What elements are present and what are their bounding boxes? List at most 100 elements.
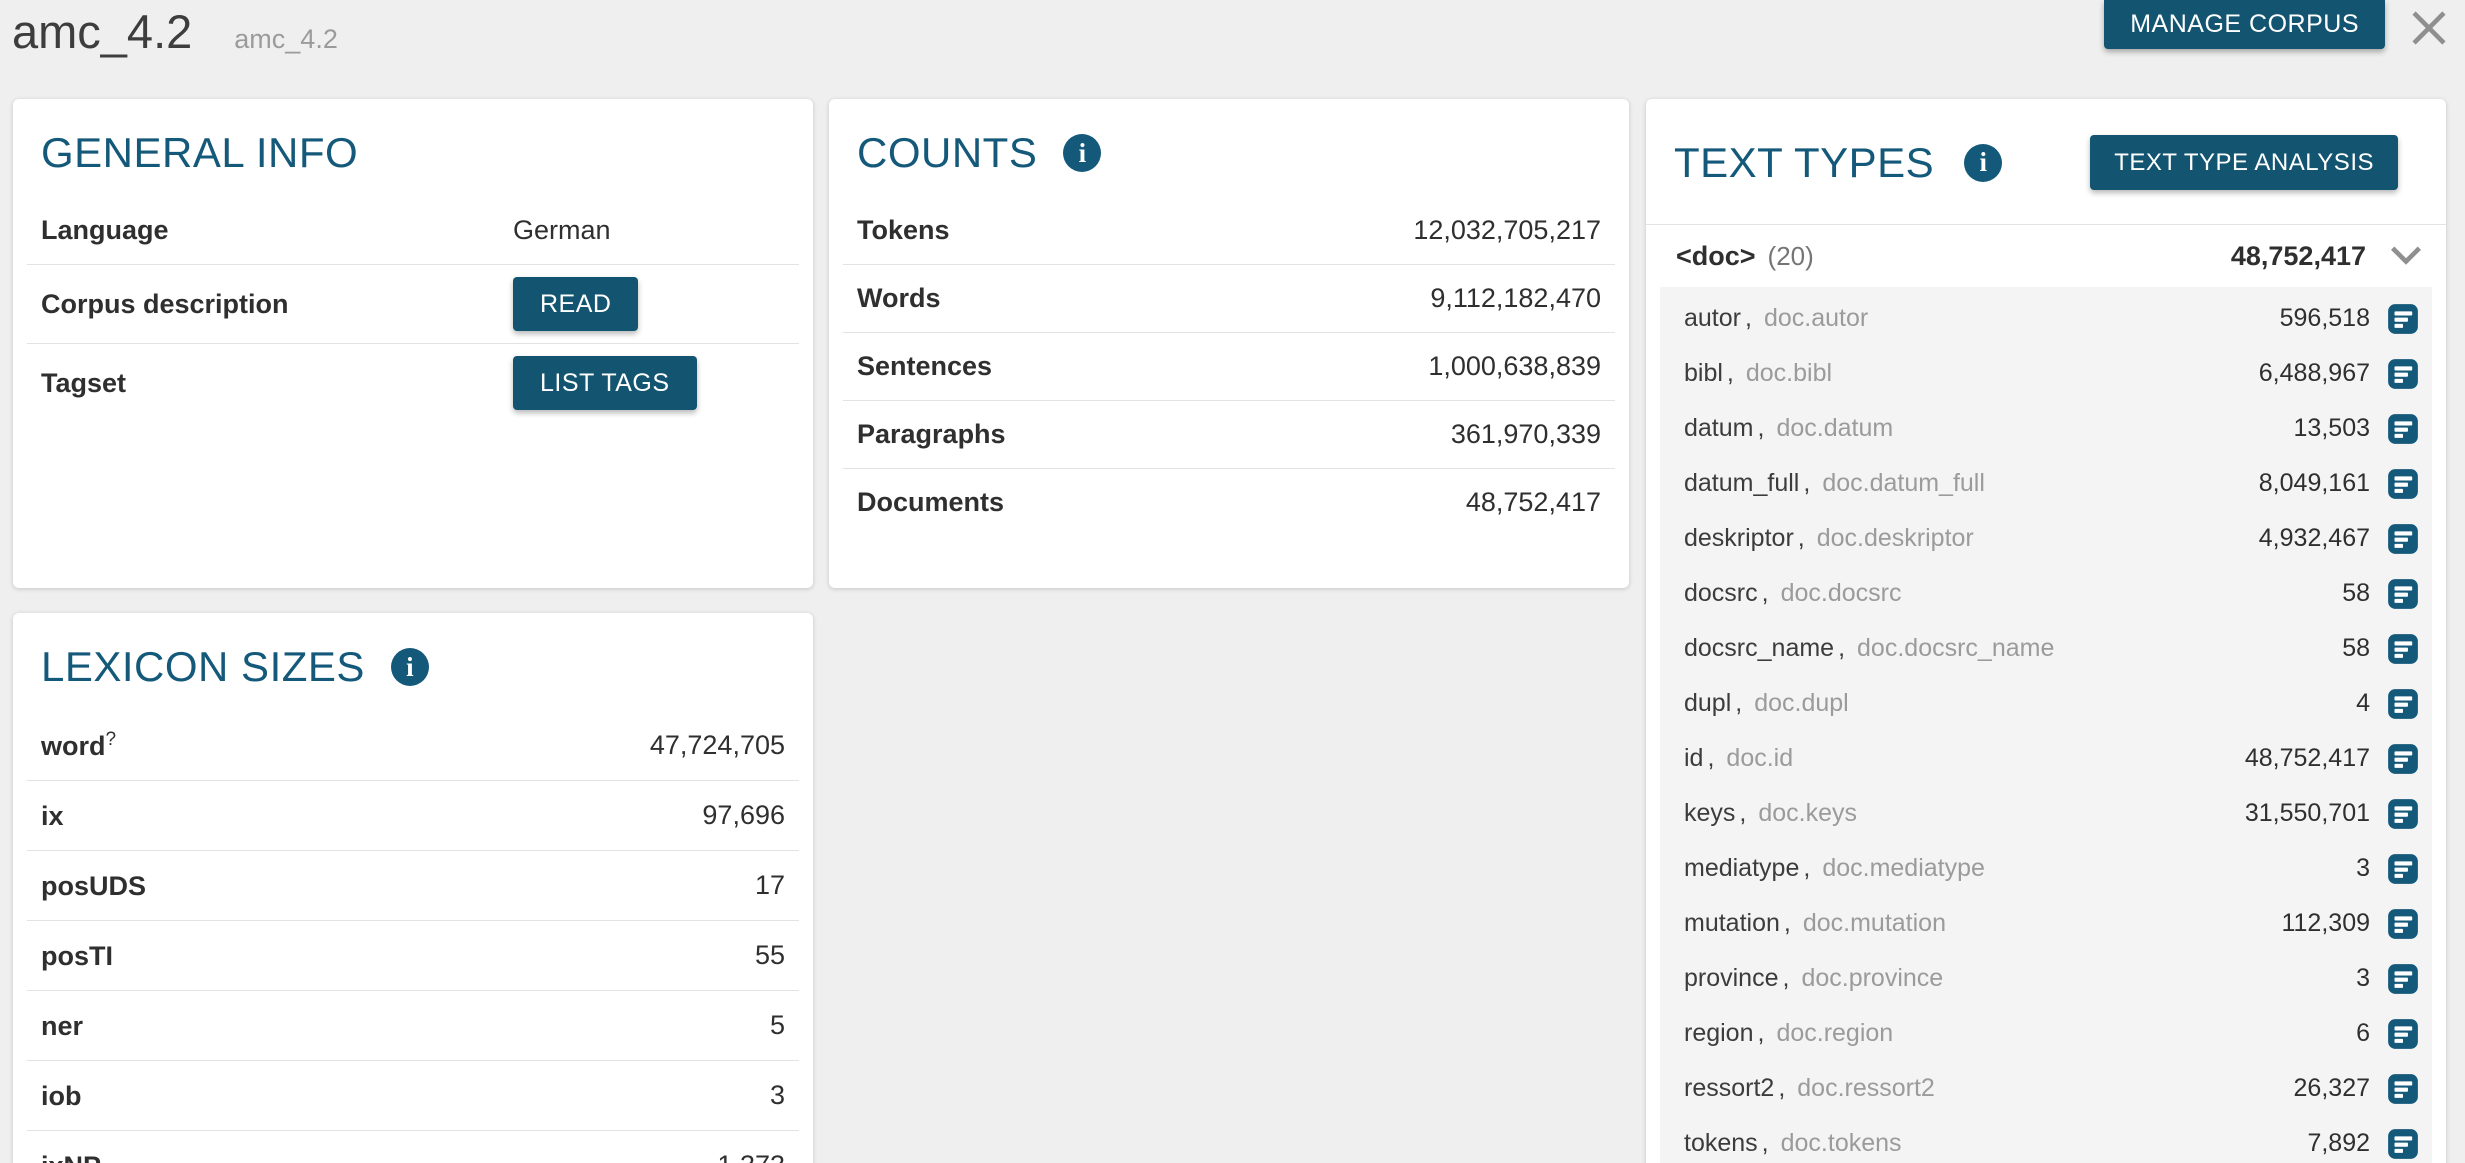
count-value: 9,112,182,470	[1430, 283, 1601, 313]
attribute-separator: ,	[1797, 524, 1805, 552]
attribute-value-count: 6	[2356, 1019, 2370, 1047]
attribute-separator: ,	[1778, 1074, 1786, 1102]
attribute-value-count: 3	[2356, 964, 2370, 992]
counts-row: Documents 48,752,417	[843, 468, 1615, 536]
wordlist-icon[interactable]	[2386, 1072, 2420, 1106]
wordlist-icon[interactable]	[2386, 1127, 2420, 1161]
language-row: Language German	[27, 197, 799, 264]
attribute-separator: ,	[1707, 744, 1715, 772]
count-value: 1,000,638,839	[1428, 351, 1601, 381]
count-value: 361,970,339	[1450, 419, 1601, 449]
lexicon-attribute-label: word?	[41, 729, 117, 761]
attribute-full-name: doc.bibl	[1745, 359, 1833, 387]
wordlist-icon[interactable]	[2386, 852, 2420, 886]
text-type-attribute-list: autor , doc.autor 596,518 bibl , doc.bib…	[1660, 287, 2432, 1163]
attribute-name: id	[1684, 744, 1704, 772]
top-bar: amc_4.2 amc_4.2 MANAGE CORPUS	[0, 0, 2465, 64]
doc-structure-row[interactable]: <doc> (20) 48,752,417	[1646, 224, 2446, 287]
attribute-full-name: doc.mediatype	[1822, 854, 1985, 882]
info-icon[interactable]: i	[1063, 134, 1102, 172]
wordlist-icon[interactable]	[2386, 357, 2420, 391]
attribute-separator: ,	[1761, 579, 1769, 607]
counts-title: COUNTS	[857, 129, 1038, 176]
text-type-analysis-button[interactable]: TEXT TYPE ANALYSIS	[2090, 135, 2398, 190]
wordlist-icon[interactable]	[2386, 962, 2420, 996]
attribute-separator: ,	[1735, 689, 1743, 717]
info-icon[interactable]: i	[1964, 143, 2003, 182]
attribute-name: docsrc	[1684, 579, 1758, 607]
language-value: German	[513, 215, 611, 245]
text-type-row: dupl , doc.dupl 4	[1660, 676, 2432, 731]
lexicon-sizes-title: LEXICON SIZES	[41, 643, 365, 690]
attribute-name: region	[1684, 1019, 1754, 1047]
text-types-panel: TEXT TYPES i TEXT TYPE ANALYSIS <doc> (2…	[1646, 99, 2446, 1163]
lexicon-attribute-value: 1,373	[717, 1150, 785, 1163]
attribute-name: keys	[1684, 799, 1736, 827]
lexicon-row: word? 47,724,705	[27, 711, 799, 780]
info-icon[interactable]: i	[390, 648, 429, 686]
attribute-value-count: 26,327	[2293, 1074, 2370, 1102]
attribute-separator: ,	[1757, 1019, 1765, 1047]
lexicon-attribute-label: posUDS	[41, 871, 147, 901]
lexicon-sizes-panel: LEXICON SIZES i word? 47,724,705 ix 97,6…	[13, 613, 813, 1163]
manage-corpus-button[interactable]: MANAGE CORPUS	[2104, 0, 2385, 49]
lexicon-row: ner 5	[27, 990, 799, 1060]
wordlist-icon[interactable]	[2386, 467, 2420, 501]
lexicon-attribute-label: ner	[41, 1011, 84, 1041]
wordlist-icon[interactable]	[2386, 797, 2420, 831]
attribute-full-name: doc.mutation	[1802, 909, 1946, 937]
wordlist-icon[interactable]	[2386, 907, 2420, 941]
lexicon-attribute-label: ix	[41, 801, 64, 831]
attribute-separator: ,	[1757, 414, 1765, 442]
attribute-full-name: doc.docsrc_name	[1857, 634, 2055, 662]
counts-row: Words 9,112,182,470	[843, 264, 1615, 332]
attribute-value-count: 6,488,967	[2258, 359, 2370, 387]
doc-tag: <doc>	[1676, 240, 1756, 271]
attribute-separator: ,	[1739, 799, 1747, 827]
attribute-separator: ,	[1783, 909, 1791, 937]
attribute-separator: ,	[1803, 854, 1811, 882]
text-type-row: datum , doc.datum 13,503	[1660, 401, 2432, 456]
attribute-separator: ,	[1838, 634, 1846, 662]
attribute-full-name: doc.keys	[1758, 799, 1858, 827]
attribute-full-name: doc.dupl	[1754, 689, 1849, 717]
attribute-name: tokens	[1684, 1129, 1758, 1157]
attribute-name: autor	[1684, 304, 1741, 332]
wordlist-icon[interactable]	[2386, 522, 2420, 556]
attribute-full-name: doc.tokens	[1780, 1129, 1902, 1157]
wordlist-icon[interactable]	[2386, 577, 2420, 611]
wordlist-icon[interactable]	[2386, 412, 2420, 446]
chevron-down-icon[interactable]	[2386, 243, 2426, 270]
attribute-name: dupl	[1684, 689, 1732, 717]
text-type-row: province , doc.province 3	[1660, 951, 2432, 1006]
text-type-row: mutation , doc.mutation 112,309	[1660, 896, 2432, 951]
lexicon-row: iob 3	[27, 1060, 799, 1130]
lexicon-attribute-value: 47,724,705	[649, 730, 785, 760]
lexicon-attribute-value: 55	[754, 940, 785, 970]
wordlist-icon[interactable]	[2386, 742, 2420, 776]
wordlist-icon[interactable]	[2386, 632, 2420, 666]
wordlist-icon[interactable]	[2386, 302, 2420, 336]
counts-row: Paragraphs 361,970,339	[843, 400, 1615, 468]
close-icon[interactable]	[2406, 5, 2452, 51]
corpus-description-row: Corpus description READ	[27, 264, 799, 343]
attribute-value-count: 48,752,417	[2244, 744, 2370, 772]
read-description-button[interactable]: READ	[513, 277, 639, 331]
count-label: Tokens	[857, 215, 950, 245]
attribute-separator: ,	[1803, 469, 1811, 497]
text-type-row: datum_full , doc.datum_full 8,049,161	[1660, 456, 2432, 511]
wordlist-icon[interactable]	[2386, 1017, 2420, 1051]
lexicon-attribute-value: 97,696	[702, 800, 785, 830]
count-label: Paragraphs	[857, 419, 1006, 449]
list-tags-button[interactable]: LIST TAGS	[513, 356, 697, 410]
attribute-full-name: doc.ressort2	[1797, 1074, 1935, 1102]
language-label: Language	[41, 215, 169, 245]
attribute-value-count: 4,932,467	[2258, 524, 2370, 552]
lexicon-attribute-value: 5	[769, 1010, 785, 1040]
doc-documents-count: 48,752,417	[2230, 240, 2366, 271]
wordlist-icon[interactable]	[2386, 687, 2420, 721]
attribute-full-name: doc.region	[1776, 1019, 1894, 1047]
text-types-title: TEXT TYPES	[1674, 138, 1935, 186]
attribute-value-count: 13,503	[2293, 414, 2370, 442]
lexicon-row: posTI 55	[27, 920, 799, 990]
